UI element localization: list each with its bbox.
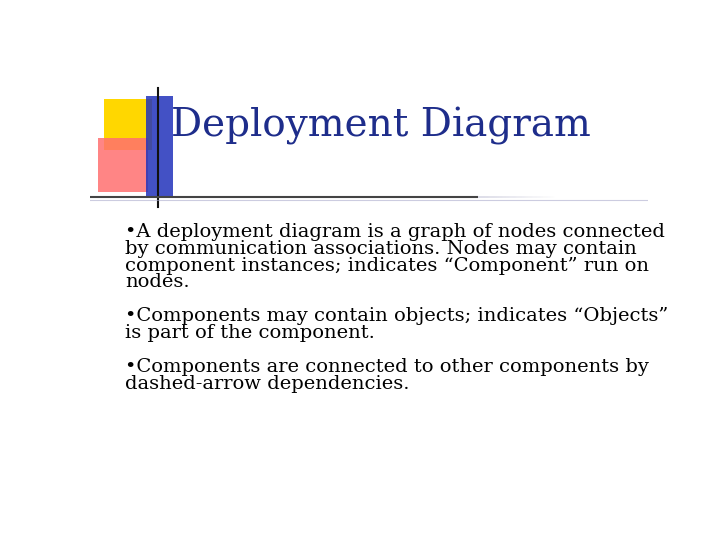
Text: component instances; indicates “Component” run on: component instances; indicates “Componen… <box>125 256 649 274</box>
Text: •A deployment diagram is a graph of nodes connected: •A deployment diagram is a graph of node… <box>125 222 665 241</box>
Text: Deployment Diagram: Deployment Diagram <box>171 107 591 145</box>
Text: •Components may contain objects; indicates “Objects”: •Components may contain objects; indicat… <box>125 307 668 325</box>
Text: nodes.: nodes. <box>125 273 189 292</box>
Text: by communication associations. Nodes may contain: by communication associations. Nodes may… <box>125 240 636 258</box>
Bar <box>104 99 152 150</box>
Bar <box>98 138 148 192</box>
Text: dashed-arrow dependencies.: dashed-arrow dependencies. <box>125 375 410 393</box>
Text: is part of the component.: is part of the component. <box>125 325 374 342</box>
Bar <box>145 96 173 195</box>
Text: •Components are connected to other components by: •Components are connected to other compo… <box>125 358 649 376</box>
